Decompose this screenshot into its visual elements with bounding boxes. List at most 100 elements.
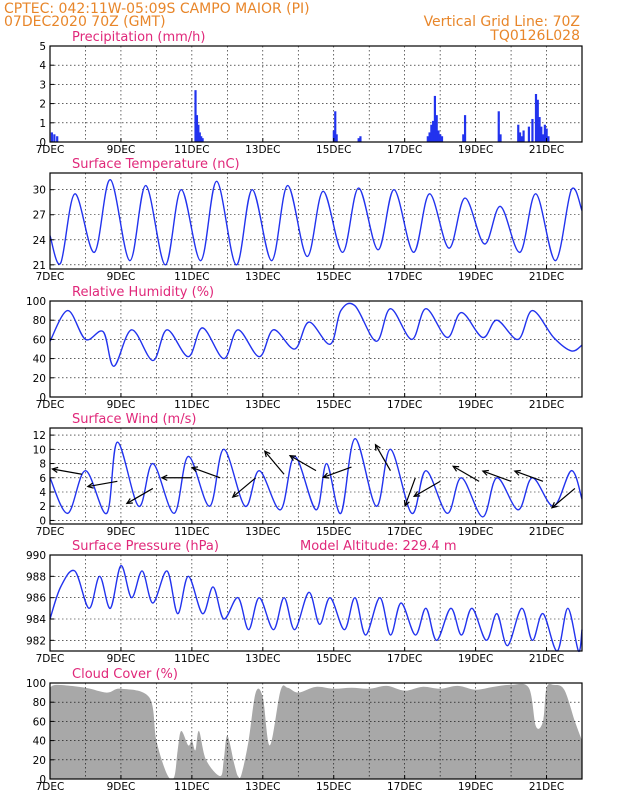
header-location: CPTEC: 042:11W-05:09S CAMPO MAIOR (PI) <box>4 1 310 17</box>
wind-title: Surface Wind (m/s) <box>72 412 196 427</box>
precip-bar <box>332 130 335 142</box>
y-tick-label: 20 <box>33 755 46 767</box>
precip-frame <box>49 45 583 143</box>
cloud-x-ticks: 7DEC 9DEC 11DEC 13DEC 15DEC 17DEC 19DEC 21DEC <box>36 775 564 793</box>
temp-series-line <box>49 178 583 266</box>
x-tick-label: 9DEC <box>107 144 136 156</box>
wind-arrow <box>374 443 391 471</box>
x-tick-label: 21DEC <box>529 781 564 793</box>
y-tick-label: 60 <box>33 334 46 346</box>
precip-bar <box>50 132 53 142</box>
precip-bar <box>534 94 538 142</box>
header-grid-note: Vertical Grid Line: 70Z <box>424 14 580 30</box>
panel-temperature: Surface Temperature (nC) 21 24 27 30 7DEC 9D… <box>33 157 583 283</box>
pres-frame <box>49 554 583 652</box>
pres-y-ticks: 982 984 986 988 990 <box>26 550 54 647</box>
x-tick-label: 19DEC <box>458 653 493 665</box>
x-tick-label: 7DEC <box>36 526 65 538</box>
x-tick-label: 9DEC <box>107 653 136 665</box>
precip-x-ticks: 7DEC 9DEC 11DEC 13DEC 15DEC 17DEC 19DEC 21DEC <box>36 138 564 156</box>
pres-line <box>49 564 583 652</box>
precip-bar <box>437 130 440 142</box>
wind-arrow <box>451 465 480 482</box>
x-tick-label: 9DEC <box>107 526 136 538</box>
precip-bar <box>334 111 337 142</box>
wind-arrow <box>231 477 257 498</box>
temp-y-ticks: 21 24 27 30 <box>33 185 54 272</box>
precip-bar <box>194 90 197 142</box>
x-tick-label: 7DEC <box>36 653 65 665</box>
x-tick-label: 13DEC <box>245 271 280 283</box>
y-tick-label: 986 <box>26 593 46 605</box>
precip-bar <box>540 126 543 142</box>
x-tick-label: 19DEC <box>458 144 493 156</box>
x-tick-label: 9DEC <box>107 781 136 793</box>
x-tick-label: 21DEC <box>529 526 564 538</box>
precip-bar <box>335 134 338 142</box>
rh-x-ticks: 7DEC 9DEC 11DEC 13DEC 15DEC 17DEC 19DEC 21DEC <box>36 393 564 411</box>
x-tick-label: 13DEC <box>245 781 280 793</box>
panel-precipitation: Precipitation (mm/h) 0 1 2 3 4 5 7DEC 9DEC 11DE… <box>36 30 583 156</box>
precip-bar <box>428 132 431 142</box>
rh-series-line <box>49 302 583 367</box>
x-tick-label: 11DEC <box>174 781 209 793</box>
precip-bar <box>433 95 437 142</box>
pres-x-ticks: 7DEC 9DEC 11DEC 13DEC 15DEC 17DEC 19DEC 21DEC <box>36 647 564 665</box>
x-tick-label: 11DEC <box>174 271 209 283</box>
x-tick-label: 17DEC <box>387 781 422 793</box>
wind-arrow <box>160 474 192 481</box>
wind-line <box>49 437 583 518</box>
precip-bar <box>531 118 534 142</box>
rh-grid <box>50 301 582 397</box>
x-tick-label: 17DEC <box>387 271 422 283</box>
wind-arrow <box>51 466 83 475</box>
precip-bar <box>538 117 541 142</box>
y-tick-label: 3 <box>39 79 46 91</box>
y-tick-label: 2 <box>39 501 46 513</box>
panel-cloud: Cloud Cover (%) 0 20 40 60 80 100 7DEC 9DEC 11D… <box>26 667 583 793</box>
precip-bar <box>200 136 203 142</box>
x-tick-label: 15DEC <box>316 399 351 411</box>
y-tick-label: 60 <box>33 716 46 728</box>
precip-bar <box>56 136 59 142</box>
x-tick-label: 19DEC <box>458 781 493 793</box>
precip-bar <box>517 124 520 142</box>
y-tick-label: 4 <box>39 487 46 499</box>
precip-bar <box>426 136 429 142</box>
humidity-title: Relative Humidity (%) <box>72 285 214 300</box>
panel-pressure: Surface Pressure (hPa) Model Altitude: 2… <box>26 539 583 665</box>
y-tick-label: 0 <box>39 774 46 786</box>
x-tick-label: 15DEC <box>316 653 351 665</box>
precip-bar <box>197 124 200 142</box>
precip-bar <box>545 128 548 142</box>
wind-arrow <box>403 477 416 508</box>
precip-bar <box>53 134 56 142</box>
y-tick-label: 6 <box>39 473 46 485</box>
precip-bars <box>50 90 550 142</box>
x-tick-label: 17DEC <box>387 526 422 538</box>
x-tick-label: 13DEC <box>245 526 280 538</box>
precip-bar <box>439 134 442 142</box>
wind-series-line <box>49 437 583 518</box>
cloud-cover-area <box>50 683 582 780</box>
y-tick-label: 10 <box>33 444 46 456</box>
wind-arrow <box>86 480 118 489</box>
y-tick-label: 988 <box>26 571 46 583</box>
x-tick-label: 13DEC <box>245 399 280 411</box>
y-tick-label: 100 <box>26 296 46 308</box>
precip-bar <box>527 126 530 142</box>
precip-bar <box>195 115 199 142</box>
x-tick-label: 13DEC <box>245 144 280 156</box>
pressure-title: Surface Pressure (hPa) <box>72 539 219 554</box>
x-tick-label: 21DEC <box>529 653 564 665</box>
x-tick-label: 9DEC <box>107 271 136 283</box>
wind-arrow <box>513 469 544 482</box>
x-tick-label: 11DEC <box>174 144 209 156</box>
precip-bar <box>518 132 522 142</box>
x-tick-label: 11DEC <box>174 399 209 411</box>
y-tick-label: 982 <box>26 635 46 647</box>
rh-y-ticks: 0 20 40 60 80 100 <box>26 296 54 404</box>
wind-arrow <box>412 480 441 498</box>
wind-arrow <box>190 466 221 479</box>
x-tick-label: 17DEC <box>387 399 422 411</box>
